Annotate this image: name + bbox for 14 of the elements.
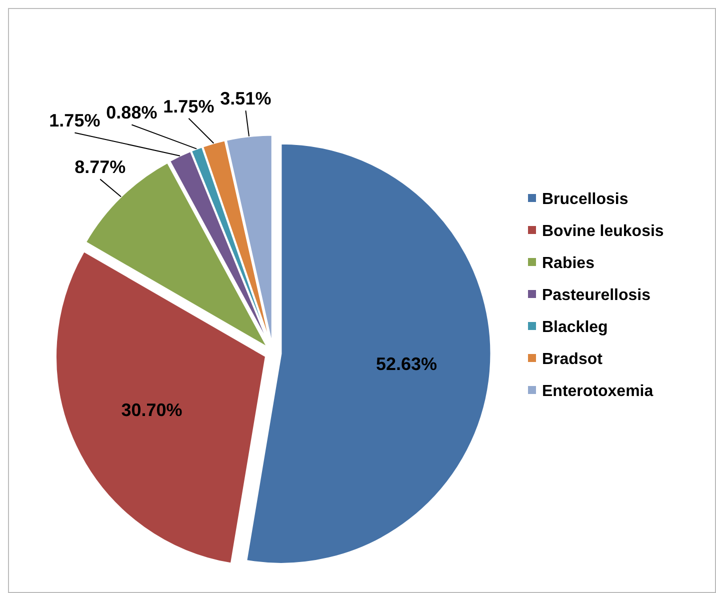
data-label: 30.70% [121,400,182,420]
data-label: 52.63% [376,354,438,374]
legend-label: Blackleg [542,319,608,336]
legend-label: Bovine leukosis [542,223,664,240]
legend-label: Pasteurellosis [542,287,651,304]
data-label: 0.88% [106,102,158,123]
legend-label: Rabies [542,255,595,272]
data-label: 3.51% [220,88,272,109]
data-label: 1.75% [49,110,100,131]
data-label: 8.77% [74,157,126,178]
legend-label: Brucellosis [542,191,628,208]
legend-label: Bradsot [542,351,604,368]
legend-label: Enterotoxemia [542,383,654,400]
data-label: 1.75% [163,96,214,116]
